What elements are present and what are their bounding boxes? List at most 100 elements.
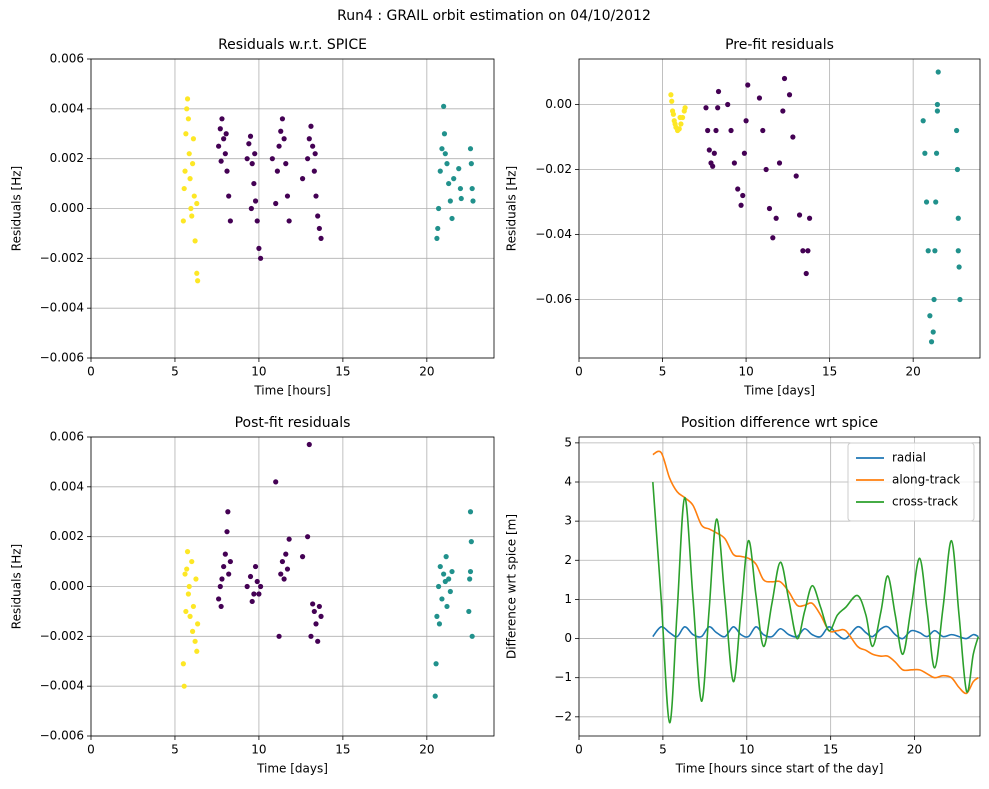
point <box>446 576 452 582</box>
point <box>252 563 259 570</box>
point <box>252 151 258 157</box>
x-tick-label: 0 <box>87 743 95 757</box>
point <box>247 133 254 139</box>
point <box>466 608 472 615</box>
point <box>793 173 799 179</box>
point <box>310 143 316 149</box>
point <box>672 121 678 127</box>
point <box>706 147 712 153</box>
x-tick-label: 20 <box>907 743 922 757</box>
point <box>786 92 793 98</box>
point <box>316 225 322 232</box>
point <box>932 248 938 254</box>
point <box>933 199 939 205</box>
point <box>458 195 464 202</box>
point <box>252 198 259 204</box>
point <box>933 150 940 156</box>
point <box>188 205 194 212</box>
point <box>437 168 443 174</box>
legend: radial along-track cross-track <box>847 442 975 522</box>
y-tick-label: −0.04 <box>535 227 572 241</box>
point <box>183 131 189 137</box>
point <box>187 176 193 182</box>
point <box>468 161 474 167</box>
plot-area <box>180 441 475 699</box>
point <box>955 215 961 221</box>
point <box>740 192 746 199</box>
line <box>652 450 979 695</box>
point <box>790 134 796 140</box>
x-tick-label: 10 <box>739 743 754 757</box>
point <box>457 185 464 192</box>
point <box>677 114 683 121</box>
point <box>435 225 441 232</box>
point <box>190 603 197 610</box>
point <box>217 583 223 590</box>
x-tick-label: 0 <box>575 365 583 379</box>
axes-frame <box>578 436 981 737</box>
point <box>189 213 195 219</box>
point <box>256 245 262 251</box>
point <box>447 588 453 595</box>
y-tick-label: −0.004 <box>40 679 84 693</box>
figure-title: Run4 : GRAIL orbit estimation on 04/10/2… <box>337 8 651 24</box>
subplot: 0 5 10 15 20 −2 −1 0 1 2 3 4 5 Position difference wr… <box>505 415 981 776</box>
point <box>312 151 318 157</box>
y-tick-label: 0.002 <box>50 151 84 165</box>
y-tick-label: −0.002 <box>40 629 84 643</box>
point <box>773 215 779 221</box>
point <box>725 101 731 108</box>
point <box>269 156 275 162</box>
point <box>469 185 475 192</box>
point <box>928 339 935 345</box>
point <box>195 278 201 284</box>
point <box>315 638 321 644</box>
point <box>738 202 744 208</box>
point <box>467 568 474 575</box>
point <box>441 103 447 109</box>
point <box>276 633 282 639</box>
point <box>930 329 936 335</box>
point <box>955 248 961 254</box>
point <box>274 168 280 174</box>
point <box>467 146 474 152</box>
point <box>225 509 231 515</box>
point <box>306 136 312 142</box>
axes-frame <box>90 436 495 737</box>
point <box>934 108 940 114</box>
point <box>735 186 741 192</box>
point <box>184 566 190 572</box>
point <box>308 633 314 639</box>
y-tick-label: −0.06 <box>535 292 572 306</box>
y-tick-label: −0.006 <box>40 729 84 743</box>
y-tick-label: 0.000 <box>50 201 84 215</box>
point <box>678 121 684 127</box>
point <box>248 205 254 212</box>
point <box>305 156 311 162</box>
point <box>276 143 282 149</box>
point <box>227 218 233 224</box>
chart-title: Position difference wrt spice <box>681 415 878 431</box>
point <box>249 161 255 167</box>
point <box>221 563 227 570</box>
point <box>669 98 675 104</box>
point <box>435 583 442 590</box>
point <box>470 198 476 204</box>
point <box>181 683 187 689</box>
chart-title: Post-fit residuals <box>235 415 351 431</box>
point <box>781 75 788 82</box>
point <box>451 176 457 182</box>
point <box>922 150 928 156</box>
point <box>244 583 250 590</box>
point <box>189 558 195 565</box>
x-tick-label: 5 <box>171 743 179 757</box>
point <box>249 598 255 605</box>
y-tick-label: −0.006 <box>40 351 84 365</box>
point <box>446 180 452 187</box>
point <box>443 554 449 560</box>
subplot: 0 5 10 15 20 −0.006 −0.004 −0.002 0.000 0.002 0.00… <box>10 415 495 776</box>
y-axis-label: Residuals [Hz] <box>10 166 24 251</box>
legend-label: along-track <box>892 473 960 487</box>
point <box>715 105 721 111</box>
point <box>216 143 222 149</box>
